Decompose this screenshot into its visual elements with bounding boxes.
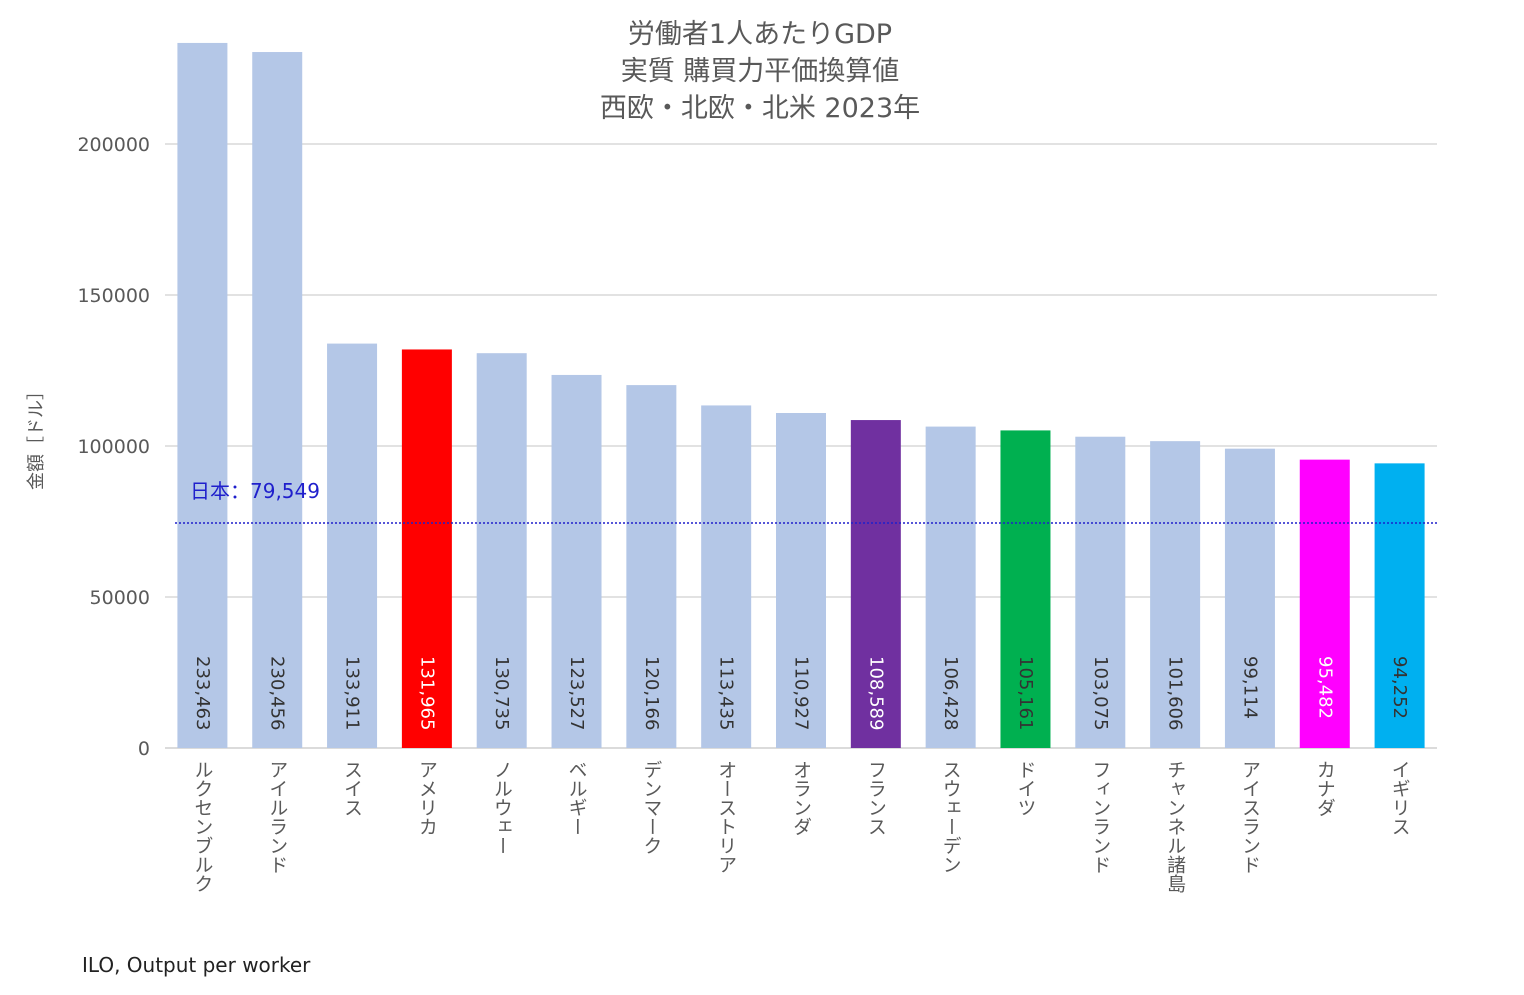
data-label: 103,075: [1090, 656, 1111, 730]
bar: [1374, 463, 1425, 748]
x-tick-label: アイスランド: [1239, 760, 1261, 874]
x-tick-label: オーストリア: [715, 760, 737, 874]
x-tick-label: アメリカ: [416, 760, 438, 836]
bar: [1224, 448, 1275, 748]
bar: [551, 374, 602, 748]
bar: [1299, 459, 1350, 748]
bar: [776, 413, 826, 748]
data-label: 130,735: [491, 656, 512, 730]
y-tick-label: 150000: [77, 285, 150, 307]
x-tick-label: カナダ: [1314, 760, 1336, 817]
data-label: 110,927: [791, 656, 812, 730]
y-tick-label: 200000: [77, 134, 150, 156]
chart-title-line-3: 西欧・北欧・北米 2023年: [599, 93, 921, 124]
bar: [1075, 436, 1126, 748]
bar: [925, 426, 976, 748]
data-label: 233,463: [192, 656, 213, 730]
data-label: 113,435: [716, 656, 737, 730]
x-tick-label: イギリス: [1389, 760, 1411, 836]
bar: [626, 385, 677, 748]
y-tick-label: 0: [138, 738, 150, 760]
x-tick-label: デンマーク: [640, 760, 662, 855]
data-label: 133,911: [342, 656, 363, 730]
x-tick-label: スイス: [341, 760, 363, 817]
x-tick-label: フィンランド: [1089, 760, 1111, 874]
x-tick-label: オランダ: [790, 760, 812, 836]
data-label: 131,965: [416, 656, 437, 730]
y-tick-label: 100000: [77, 436, 150, 458]
x-tick-label: ルクセンブルク: [191, 760, 213, 893]
data-label: 99,114: [1239, 656, 1260, 719]
data-label: 120,166: [641, 656, 662, 730]
source-note: ILO, Output per worker: [82, 953, 311, 977]
data-label: 95,482: [1314, 656, 1335, 719]
x-tick-label: フランス: [865, 760, 887, 836]
x-tick-label: アイルランド: [266, 760, 288, 874]
data-label: 105,161: [1015, 656, 1036, 730]
data-label: 101,606: [1165, 656, 1186, 730]
bar: [1000, 430, 1051, 748]
bar: [701, 405, 752, 748]
bar: [401, 349, 452, 748]
data-label: 123,527: [566, 656, 587, 730]
bar: [327, 343, 378, 748]
data-label: 106,428: [940, 656, 961, 730]
x-tick-label: ドイツ: [1014, 760, 1036, 817]
x-tick-label: ベルギー: [566, 760, 588, 836]
x-tick-label: スウェーデン: [940, 760, 962, 874]
bar: [177, 42, 228, 749]
data-label: 108,589: [865, 656, 886, 730]
x-tick-label: ノルウェー: [491, 760, 513, 855]
y-axis-title: 金額［ドル］: [26, 382, 47, 490]
reference-line-label: 日本：79,549: [190, 479, 320, 503]
bar: [850, 420, 901, 748]
data-label: 94,252: [1389, 656, 1410, 719]
chart-title: 労働者1人あたりGDP 実質 購買力平価換算値 西欧・北欧・北米 2023年: [460, 16, 1060, 127]
y-tick-label: 50000: [90, 587, 150, 609]
bar: [476, 353, 527, 748]
chart-title-line-1: 労働者1人あたりGDP: [627, 19, 893, 50]
chart-title-line-2: 実質 購買力平価換算値: [620, 56, 900, 87]
data-label: 230,456: [267, 656, 288, 730]
x-tick-label: チャンネル諸島: [1164, 760, 1186, 894]
bar: [1150, 441, 1201, 748]
bar: [252, 52, 303, 748]
